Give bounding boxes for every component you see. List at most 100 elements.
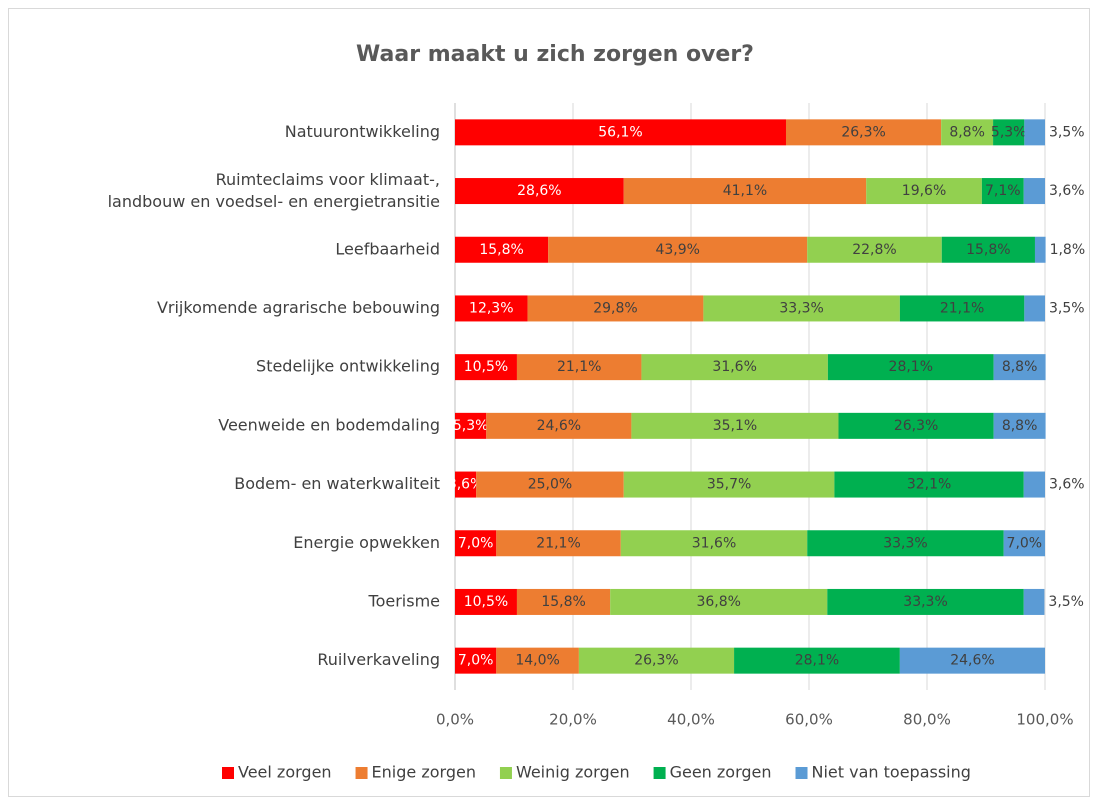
value-label: 24,6% xyxy=(537,418,581,434)
legend-label: Veel zorgen xyxy=(238,763,332,782)
bar-segment xyxy=(623,178,867,205)
value-label: 36,8% xyxy=(696,594,740,610)
bar-segment xyxy=(993,354,1046,381)
value-label: 21,1% xyxy=(557,359,601,375)
value-label: 26,3% xyxy=(894,418,938,434)
bar-segment xyxy=(455,471,477,498)
bar-segment xyxy=(455,295,528,322)
y-tick-label: Bodem- en waterkwaliteit xyxy=(234,474,440,493)
legend-swatch xyxy=(653,767,666,779)
bar-segment xyxy=(785,119,942,146)
bar-segment xyxy=(548,236,808,263)
value-label: 28,6% xyxy=(517,183,561,199)
bar-segment xyxy=(827,588,1024,615)
value-label: 7,0% xyxy=(458,653,494,669)
y-tick-label: Stedelijke ontwikkeling xyxy=(256,357,440,376)
value-label: 31,6% xyxy=(712,359,756,375)
bar-segment xyxy=(476,471,624,498)
value-label: 12,3% xyxy=(469,300,513,316)
bar-segment xyxy=(834,471,1024,498)
value-label: 3,5% xyxy=(1049,300,1085,316)
legend-label: Niet van toepassing xyxy=(812,763,971,782)
value-label: 3,6% xyxy=(1049,183,1085,199)
x-tick-label: 0,0% xyxy=(436,711,474,729)
bar-segment xyxy=(734,647,900,674)
bar-segment xyxy=(455,178,624,205)
bar-segment xyxy=(1003,530,1045,557)
bar-segment xyxy=(527,295,704,322)
value-label: 15,8% xyxy=(966,242,1010,258)
bar-segment xyxy=(631,412,839,439)
bar-segment xyxy=(496,647,579,674)
bar-segment xyxy=(981,178,1024,205)
value-label: 33,3% xyxy=(779,300,823,316)
bar-segment xyxy=(455,119,786,146)
bar-segment xyxy=(516,588,611,615)
bar-segment xyxy=(703,295,900,322)
value-label: 25,0% xyxy=(528,477,572,493)
y-tick-label: Vrijkomende agrarische bebouwing xyxy=(157,298,440,317)
value-label: 15,8% xyxy=(541,594,585,610)
bar-segment xyxy=(1023,178,1045,205)
value-label: 3,5% xyxy=(1048,594,1084,610)
value-label: 15,8% xyxy=(479,242,523,258)
value-label: 21,1% xyxy=(536,535,580,551)
label-line: landbouw en voedsel- en energietransitie xyxy=(108,192,440,211)
y-tick-label: Energie opwekken xyxy=(293,533,440,552)
value-label: 7,1% xyxy=(985,183,1021,199)
bar-segment xyxy=(993,119,1025,146)
value-label: 56,1% xyxy=(598,124,642,140)
x-tick-label: 60,0% xyxy=(785,711,833,729)
y-tick-label: Leefbaarheid xyxy=(335,239,440,258)
legend-label: Weinig zorgen xyxy=(516,763,630,782)
bar-segment xyxy=(455,588,517,615)
bar-segment xyxy=(827,354,994,381)
value-label: 43,9% xyxy=(655,242,699,258)
value-label: 32,1% xyxy=(907,477,951,493)
bar-segment xyxy=(486,412,632,439)
y-tick-label: Veenweide en bodemdaling xyxy=(218,415,440,434)
value-label: 41,1% xyxy=(723,183,767,199)
bar-segment xyxy=(496,530,621,557)
value-label: 8,8% xyxy=(1002,359,1038,375)
value-label: 5,3% xyxy=(991,124,1027,140)
value-label: 28,1% xyxy=(889,359,933,375)
bar-segment xyxy=(941,119,994,146)
bar-segment xyxy=(807,236,942,263)
x-tick-label: 40,0% xyxy=(667,711,715,729)
bar-segment xyxy=(993,412,1046,439)
bar-segment xyxy=(578,647,735,674)
value-label: 7,0% xyxy=(1007,535,1043,551)
value-label: 35,1% xyxy=(713,418,757,434)
value-label: 28,1% xyxy=(795,653,839,669)
value-label: 10,5% xyxy=(464,359,508,375)
bar-segment xyxy=(641,354,828,381)
value-label: 3,6% xyxy=(1049,477,1085,493)
bar-segment xyxy=(455,412,487,439)
x-tick-label: 20,0% xyxy=(549,711,597,729)
bar-segment xyxy=(1023,471,1045,498)
value-label: 3,6% xyxy=(448,477,484,493)
value-label: 10,5% xyxy=(464,594,508,610)
bar-segment xyxy=(455,647,497,674)
value-label: 24,6% xyxy=(950,653,994,669)
y-tick-label: Natuurontwikkeling xyxy=(285,122,440,141)
bar-segment xyxy=(941,236,1035,263)
chart-title: Waar maakt u zich zorgen over? xyxy=(356,42,754,67)
legend-label: Enige zorgen xyxy=(372,763,476,782)
bar-segment xyxy=(899,295,1025,322)
bar-segment xyxy=(807,530,1004,557)
value-label: 33,3% xyxy=(883,535,927,551)
value-label: 31,6% xyxy=(692,535,736,551)
value-label: 26,3% xyxy=(634,653,678,669)
value-label: 21,1% xyxy=(940,300,984,316)
bar-segment xyxy=(899,647,1045,674)
bar-segment xyxy=(623,471,835,498)
legend-swatch xyxy=(222,767,234,779)
legend-swatch xyxy=(499,767,512,779)
bar-segment xyxy=(1034,236,1046,263)
bar-segment xyxy=(610,588,828,615)
value-label: 26,3% xyxy=(841,124,885,140)
legend-swatch xyxy=(795,767,808,779)
value-label: 33,3% xyxy=(903,594,947,610)
